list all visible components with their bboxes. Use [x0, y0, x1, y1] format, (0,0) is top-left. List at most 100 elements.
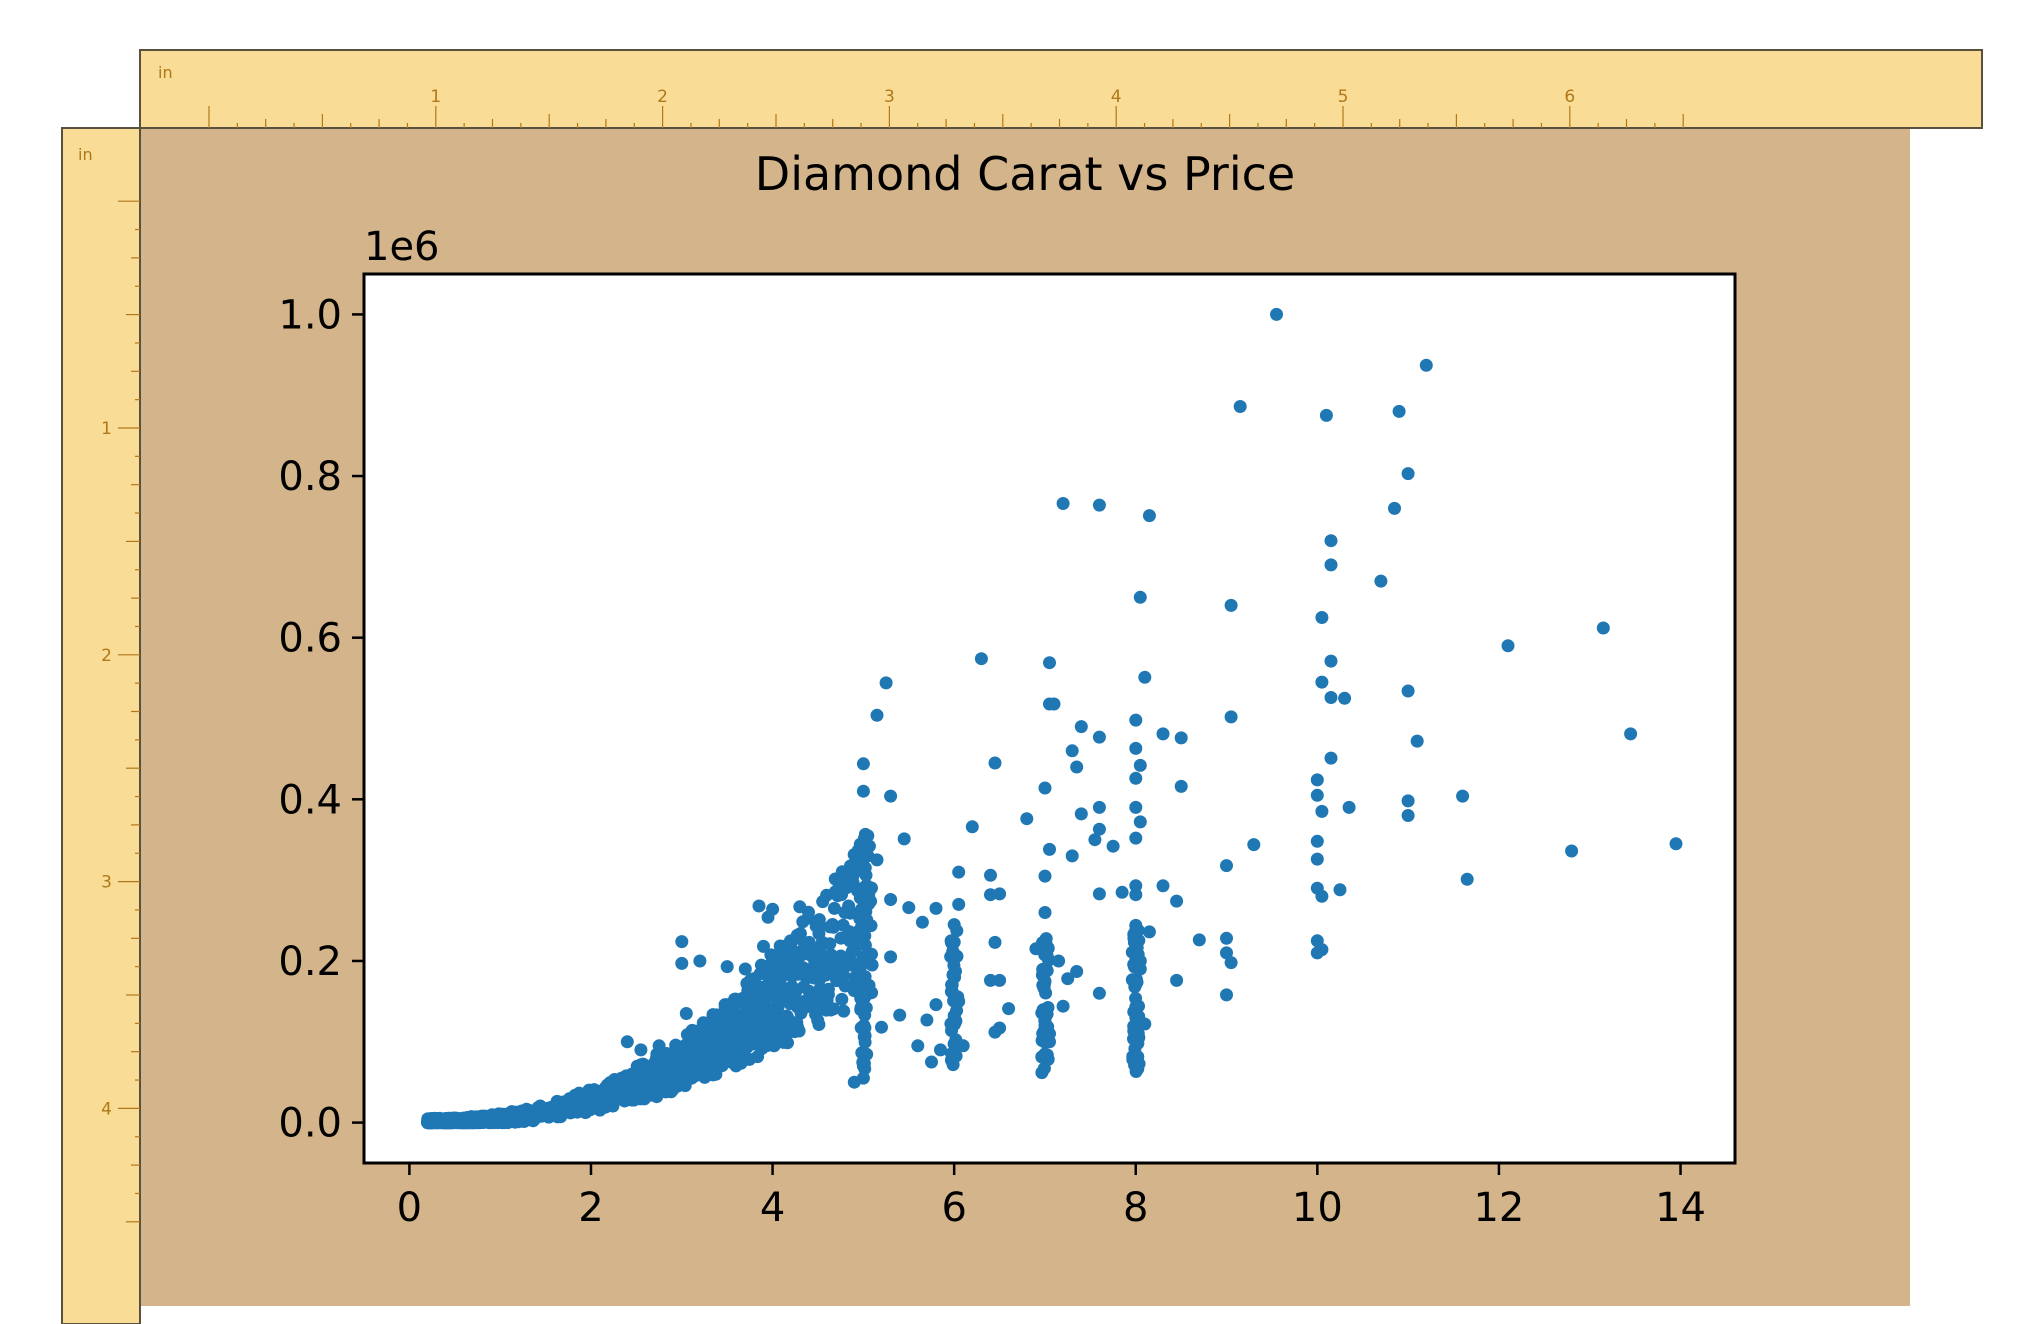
scatter-point: [630, 1059, 644, 1073]
scatter-point: [1224, 598, 1238, 612]
scatter-point: [628, 1090, 642, 1104]
scatter-point: [784, 988, 798, 1002]
scatter-point: [988, 935, 1002, 949]
scatter-point: [1410, 734, 1424, 748]
scatter-point: [870, 708, 884, 722]
scatter-point: [757, 939, 770, 953]
scatter-point: [816, 895, 830, 909]
scatter-point: [793, 900, 807, 914]
scatter-point: [1047, 697, 1061, 711]
scatter-point: [1310, 834, 1324, 848]
scatter-point: [752, 899, 766, 913]
scatter-point: [1669, 837, 1683, 851]
scatter-point: [1129, 879, 1143, 893]
ruler-number: 1: [101, 419, 112, 439]
scatter-point: [617, 1094, 631, 1108]
scatter-point: [437, 1116, 451, 1130]
scatter-point: [847, 1075, 861, 1089]
scatter-point: [845, 945, 859, 959]
scatter-point: [1315, 889, 1329, 903]
left-ruler[interactable]: 1 2 3 4 in: [61, 127, 141, 1324]
scatter-point: [734, 1055, 748, 1069]
scatter-point: [1129, 713, 1143, 727]
scatter-point: [565, 1102, 579, 1116]
scatter-point: [1038, 1019, 1052, 1033]
scatter-point: [1310, 946, 1324, 960]
scatter-point: [1247, 838, 1261, 852]
scatter-point: [781, 1012, 795, 1026]
scatter-point: [620, 1035, 634, 1049]
scatter-point: [920, 1013, 934, 1027]
scatter-point: [974, 652, 988, 666]
scatter-point: [947, 1009, 961, 1023]
scatter-point: [835, 865, 849, 879]
scatter-point: [702, 1053, 715, 1067]
scatter-point: [984, 888, 997, 902]
scatter-point: [1315, 611, 1329, 624]
x-tick-label: 4: [760, 1185, 785, 1231]
scatter-point: [1038, 869, 1052, 883]
scatter-point: [929, 998, 943, 1012]
x-tick-label: 6: [941, 1185, 966, 1231]
scatter-point: [1092, 800, 1106, 814]
y-tick-label: 0.0: [278, 1101, 342, 1147]
scatter-point: [834, 949, 848, 963]
scatter-point: [683, 1071, 697, 1085]
top-ruler[interactable]: 1 2 3 4 5 6 in: [139, 49, 1983, 129]
scatter-point: [696, 1016, 710, 1030]
scatter-point: [827, 901, 841, 915]
scatter-point: [1624, 727, 1638, 741]
y-tick-label: 0.8: [278, 454, 342, 500]
scatter-point: [757, 996, 770, 1010]
scatter-point: [893, 1008, 907, 1022]
x-tick-label: 8: [1123, 1185, 1148, 1231]
scatter-point: [1374, 574, 1388, 588]
scatter-point: [652, 1039, 666, 1053]
scatter-point: [1596, 621, 1610, 635]
scatter-point: [1061, 972, 1075, 986]
ruler-number: 2: [657, 87, 668, 107]
scatter-point: [1324, 534, 1338, 548]
scatter-point: [1224, 710, 1238, 724]
scatter-point: [1220, 931, 1233, 945]
scatter-point: [1127, 931, 1141, 945]
scatter-point: [1419, 358, 1433, 372]
scatter-point: [811, 918, 825, 932]
scatter-point: [1133, 815, 1147, 829]
left-ruler-unit-label: in: [78, 145, 93, 164]
scatter-point: [1106, 839, 1120, 853]
scatter-point: [728, 1025, 741, 1039]
scatter-point: [761, 910, 775, 924]
scatter-point: [516, 1107, 530, 1121]
scatter-point: [654, 1071, 668, 1085]
scatter-point: [1056, 497, 1070, 510]
scatter-point: [1043, 842, 1056, 856]
scatter-point: [1174, 731, 1188, 745]
scatter-point: [1310, 788, 1324, 802]
scatter-point: [657, 1082, 671, 1096]
scatter-point: [875, 1020, 888, 1034]
scatter-point: [634, 1043, 648, 1057]
scatter-point: [1133, 590, 1147, 604]
scatter-point: [1192, 933, 1206, 947]
scatter-point: [693, 954, 707, 968]
scatter-point: [858, 970, 872, 984]
ruler-number: 4: [101, 1099, 112, 1119]
scatter-point: [1324, 751, 1338, 765]
scatter-point: [856, 915, 870, 929]
x-tick-label: 12: [1473, 1185, 1524, 1231]
scatter-point: [1392, 404, 1406, 418]
scatter-point: [1092, 986, 1106, 1000]
scatter-point: [859, 1001, 873, 1015]
scatter-point: [750, 1027, 764, 1041]
scatter-point: [856, 784, 870, 798]
scatter-point: [1065, 744, 1079, 758]
scatter-point: [768, 1037, 782, 1051]
scatter-point: [539, 1108, 553, 1122]
scatter-point: [1170, 973, 1184, 987]
scatter-point: [838, 906, 852, 919]
scatter-point: [1074, 807, 1088, 821]
x-axis: 0 2 4 6 8 10 12 14: [397, 1163, 1706, 1231]
scatter-point: [1020, 812, 1034, 826]
scatter-point: [965, 820, 979, 834]
